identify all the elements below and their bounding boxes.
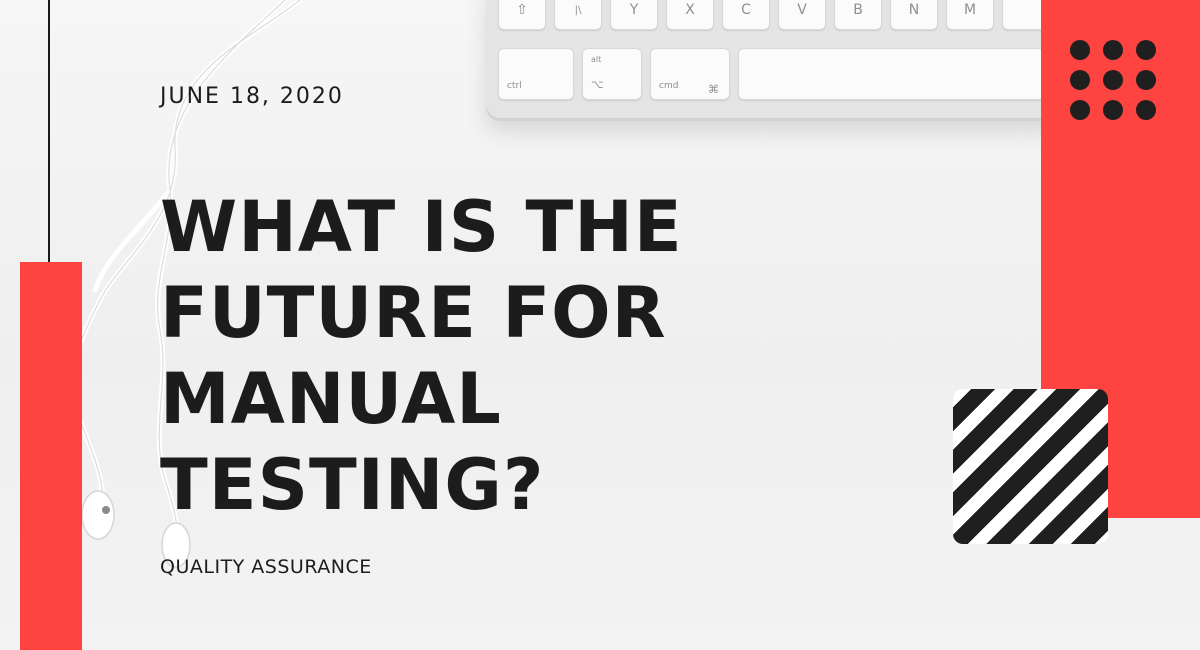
key-alt: alt ⌥ (582, 48, 642, 100)
key-b: B (834, 0, 882, 30)
diagonal-stripes-icon (953, 389, 1108, 544)
key-y: Y (610, 0, 658, 30)
key-shift: ⇧ (498, 0, 546, 30)
post-headline: WHAT IS THE FUTURE FOR MANUAL TESTING? (160, 184, 880, 528)
key-cmd: cmd ⌘ (650, 48, 730, 100)
key-c: C (722, 0, 770, 30)
key-spacebar (738, 48, 1062, 100)
key-backslash: |\ (554, 0, 602, 30)
key-x: X (666, 0, 714, 30)
post-category: QUALITY ASSURANCE (160, 556, 372, 578)
headline-line: TESTING? (160, 444, 545, 526)
key-m: M (946, 0, 994, 30)
keyboard: ⇧ |\ Y X C V B N M ctrl alt ⌥ cmd ⌘ (486, 0, 1066, 121)
vertical-divider-line (48, 0, 50, 262)
headline-line: WHAT IS THE (160, 186, 683, 268)
dot-grid-icon (1070, 40, 1160, 130)
headline-line: FUTURE FOR (160, 272, 667, 354)
key-v: V (778, 0, 826, 30)
key-ctrl: ctrl (498, 48, 574, 100)
headline-line: MANUAL (160, 358, 502, 440)
red-accent-bar-left (20, 262, 82, 650)
post-date: JUNE 18, 2020 (160, 84, 344, 109)
key-n: N (890, 0, 938, 30)
